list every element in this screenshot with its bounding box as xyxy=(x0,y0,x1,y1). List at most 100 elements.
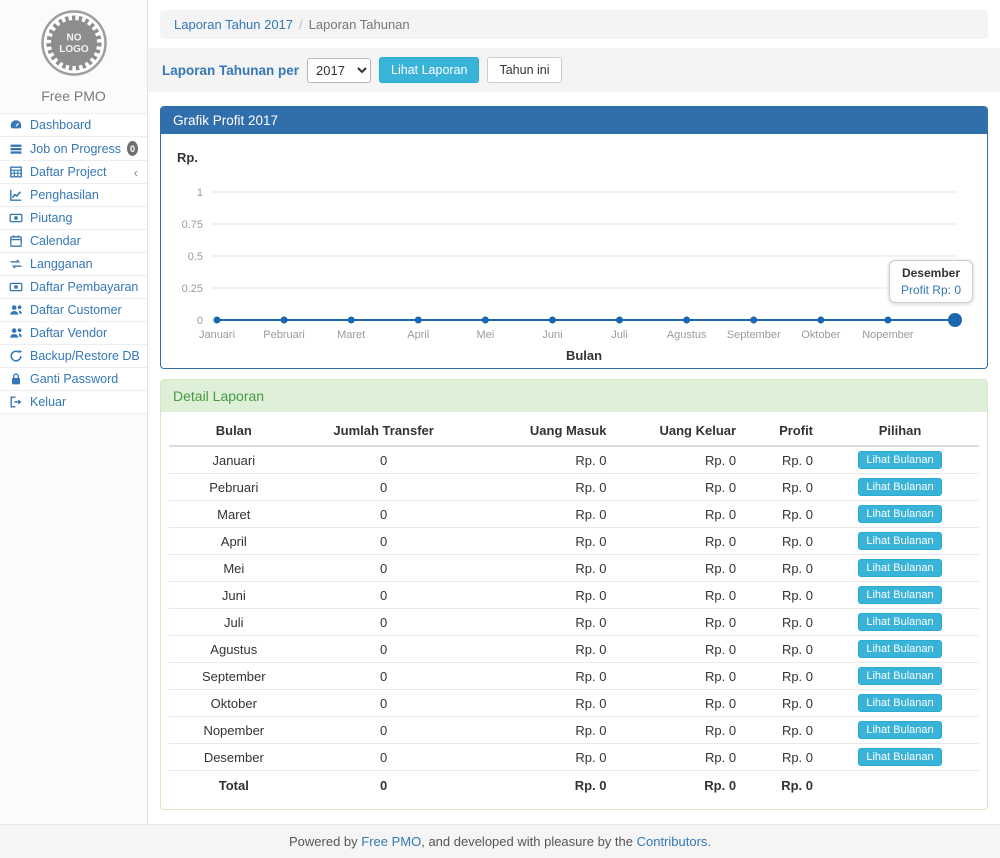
x-tick-label: Oktober xyxy=(801,329,840,341)
cell-bulan: Oktober xyxy=(169,690,299,717)
sidebar-item-backup-restore-db[interactable]: Backup/Restore DB xyxy=(0,345,147,368)
table-row: September 0 Rp. 0 Rp. 0 Rp. 0 Lihat Bula… xyxy=(169,663,979,690)
sidebar-item-daftar-project[interactable]: Daftar Project ‹ xyxy=(0,161,147,184)
sidebar-item-dashboard[interactable]: Dashboard xyxy=(0,114,147,137)
year-select[interactable]: 2017 xyxy=(307,58,371,83)
chart-point xyxy=(817,317,824,324)
cell-jumlah-transfer: 0 xyxy=(299,744,469,771)
total-action-empty xyxy=(821,771,979,798)
lihat-bulanan-button[interactable]: Lihat Bulanan xyxy=(858,721,941,739)
lihat-bulanan-button[interactable]: Lihat Bulanan xyxy=(858,451,941,469)
cell-jumlah-transfer: 0 xyxy=(299,501,469,528)
calendar-icon xyxy=(9,234,24,248)
y-tick-label: 1 xyxy=(197,187,203,199)
sidebar-item-piutang[interactable]: Piutang xyxy=(0,207,147,230)
footer-contributors-link[interactable]: Contributors. xyxy=(637,834,711,849)
table-row: Desember 0 Rp. 0 Rp. 0 Rp. 0 Lihat Bulan… xyxy=(169,744,979,771)
cell-bulan: September xyxy=(169,663,299,690)
sidebar-item-label: Daftar Project xyxy=(30,165,106,179)
sidebar-item-label: Backup/Restore DB xyxy=(30,349,140,363)
toolbar-label: Laporan Tahunan per xyxy=(162,63,299,78)
table-row: Agustus 0 Rp. 0 Rp. 0 Rp. 0 Lihat Bulana… xyxy=(169,636,979,663)
sidebar-item-penghasilan[interactable]: Penghasilan xyxy=(0,184,147,207)
brand-block: NO LOGO Free PMO xyxy=(0,0,147,113)
cell-jumlah-transfer: 0 xyxy=(299,474,469,501)
profit-chart-svg: Rp.00.250.50.751JanuariPebruariMaretApri… xyxy=(169,142,979,364)
x-tick-label: September xyxy=(727,329,781,341)
detail-panel-body: Bulan Jumlah Transfer Uang Masuk Uang Ke… xyxy=(161,412,987,809)
lihat-bulanan-button[interactable]: Lihat Bulanan xyxy=(858,559,941,577)
app-root: NO LOGO Free PMO Dashboard Job on Progre… xyxy=(0,0,1000,858)
cell-uang-masuk: Rp. 0 xyxy=(469,690,615,717)
cell-uang-keluar: Rp. 0 xyxy=(614,663,744,690)
lihat-bulanan-button[interactable]: Lihat Bulanan xyxy=(858,478,941,496)
sidebar-item-keluar[interactable]: Keluar xyxy=(0,391,147,414)
chart-tooltip-title: Desember xyxy=(901,266,961,280)
cell-profit: Rp. 0 xyxy=(744,636,821,663)
sidebar: NO LOGO Free PMO Dashboard Job on Progre… xyxy=(0,0,148,824)
cell-uang-keluar: Rp. 0 xyxy=(614,636,744,663)
users-icon xyxy=(9,326,24,340)
cell-bulan: Pebruari xyxy=(169,474,299,501)
breadcrumb-separator: / xyxy=(299,17,303,32)
sidebar-item-label: Penghasilan xyxy=(30,188,99,202)
footer-brand-link[interactable]: Free PMO xyxy=(361,834,421,849)
x-tick-label: Juni xyxy=(542,329,562,341)
x-axis-title: Bulan xyxy=(566,348,602,363)
cell-profit: Rp. 0 xyxy=(744,446,821,474)
lihat-bulanan-button[interactable]: Lihat Bulanan xyxy=(858,640,941,658)
lihat-bulanan-button[interactable]: Lihat Bulanan xyxy=(858,667,941,685)
cell-uang-masuk: Rp. 0 xyxy=(469,446,615,474)
lock-icon xyxy=(9,372,24,386)
cell-profit: Rp. 0 xyxy=(744,744,821,771)
chart-point xyxy=(281,317,288,324)
cell-profit: Rp. 0 xyxy=(744,690,821,717)
detail-report-panel: Detail Laporan Bulan Jumlah Transfer Uan… xyxy=(160,379,988,810)
breadcrumb-link[interactable]: Laporan Tahun 2017 xyxy=(174,17,293,32)
x-tick-label: Pebruari xyxy=(263,329,305,341)
lihat-bulanan-button[interactable]: Lihat Bulanan xyxy=(858,613,941,631)
y-tick-label: 0.25 xyxy=(182,283,203,295)
sidebar-item-label: Daftar Vendor xyxy=(30,326,107,340)
cell-profit: Rp. 0 xyxy=(744,609,821,636)
table-row: Oktober 0 Rp. 0 Rp. 0 Rp. 0 Lihat Bulana… xyxy=(169,690,979,717)
sidebar-item-label: Daftar Customer xyxy=(30,303,122,317)
report-table-body: Januari 0 Rp. 0 Rp. 0 Rp. 0 Lihat Bulana… xyxy=(169,446,979,771)
cell-bulan: Mei xyxy=(169,555,299,582)
cell-bulan: Desember xyxy=(169,744,299,771)
view-report-button[interactable]: Lihat Laporan xyxy=(379,57,479,83)
cell-jumlah-transfer: 0 xyxy=(299,582,469,609)
cell-profit: Rp. 0 xyxy=(744,528,821,555)
sidebar-item-daftar-pembayaran[interactable]: Daftar Pembayaran xyxy=(0,276,147,299)
sidebar-item-daftar-customer[interactable]: Daftar Customer xyxy=(0,299,147,322)
cell-uang-keluar: Rp. 0 xyxy=(614,582,744,609)
cell-bulan: Januari xyxy=(169,446,299,474)
total-uang-masuk: Rp. 0 xyxy=(469,771,615,798)
lihat-bulanan-button[interactable]: Lihat Bulanan xyxy=(858,694,941,712)
sidebar-item-langganan[interactable]: Langganan xyxy=(0,253,147,276)
lihat-bulanan-button[interactable]: Lihat Bulanan xyxy=(858,586,941,604)
lihat-bulanan-button[interactable]: Lihat Bulanan xyxy=(858,532,941,550)
profit-chart-panel: Grafik Profit 2017 Rp.00.250.50.751Janua… xyxy=(160,106,988,369)
sidebar-item-job-on-progress[interactable]: Job on Progress 0 xyxy=(0,137,147,161)
cell-uang-masuk: Rp. 0 xyxy=(469,555,615,582)
chart-body: Rp.00.250.50.751JanuariPebruariMaretApri… xyxy=(161,134,987,368)
sidebar-item-label: Job on Progress xyxy=(30,142,121,156)
lihat-bulanan-button[interactable]: Lihat Bulanan xyxy=(858,748,941,766)
cell-profit: Rp. 0 xyxy=(744,582,821,609)
cell-profit: Rp. 0 xyxy=(744,663,821,690)
table-row: Nopember 0 Rp. 0 Rp. 0 Rp. 0 Lihat Bulan… xyxy=(169,717,979,744)
cell-uang-keluar: Rp. 0 xyxy=(614,609,744,636)
this-year-button[interactable]: Tahun ini xyxy=(487,57,561,83)
chart-point xyxy=(415,317,422,324)
sidebar-item-calendar[interactable]: Calendar xyxy=(0,230,147,253)
lihat-bulanan-button[interactable]: Lihat Bulanan xyxy=(858,505,941,523)
y-tick-label: 0.5 xyxy=(188,251,203,263)
sidebar-item-ganti-password[interactable]: Ganti Password xyxy=(0,368,147,391)
cell-uang-masuk: Rp. 0 xyxy=(469,636,615,663)
sidebar-item-daftar-vendor[interactable]: Daftar Vendor xyxy=(0,322,147,345)
table-header-row: Bulan Jumlah Transfer Uang Masuk Uang Ke… xyxy=(169,416,979,446)
brand-name: Free PMO xyxy=(0,88,147,104)
line-chart-icon xyxy=(9,188,24,202)
cell-uang-masuk: Rp. 0 xyxy=(469,609,615,636)
